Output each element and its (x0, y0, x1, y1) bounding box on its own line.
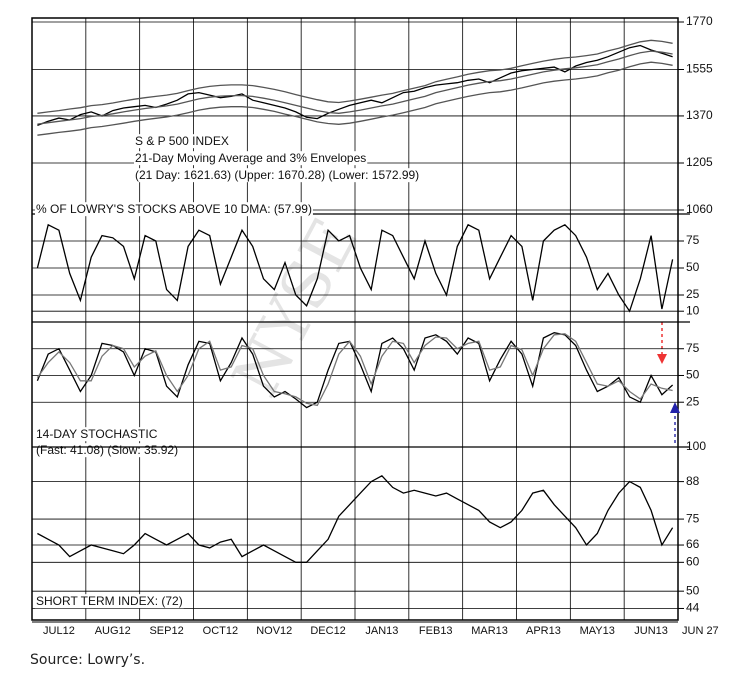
y-tick-label: 10 (686, 303, 700, 317)
x-tick-label: NOV12 (256, 625, 292, 637)
series-line (36, 332, 674, 409)
label-bg (35, 427, 159, 442)
y-tick-label: 50 (686, 368, 700, 382)
x-tick-label: JAN13 (365, 625, 398, 637)
y-tick-label: 1770 (686, 14, 713, 28)
x-tick-label: OCT12 (203, 625, 238, 637)
y-tick-label: 88 (686, 474, 700, 488)
y-tick-label: 100 (686, 439, 706, 453)
panel-title: S & P 500 INDEX (135, 134, 229, 148)
y-tick-label: 25 (686, 287, 700, 301)
series-line (37, 61, 673, 136)
y-tick-label: 1555 (686, 62, 713, 76)
panel-title: % OF LOWRY'S STOCKS ABOVE 10 DMA: (57.99… (36, 202, 312, 216)
y-tick-label: 50 (686, 583, 700, 597)
x-tick-label: MAY13 (580, 625, 615, 637)
panel-annotation: (21 Day: 1621.63) (Upper: 1670.28) (Lowe… (135, 168, 419, 182)
series-line (37, 474, 674, 563)
x-tick-label: DEC12 (310, 625, 345, 637)
series-line (37, 50, 673, 125)
x-tick-label: MAR13 (471, 625, 508, 637)
x-tick-label: AUG12 (95, 625, 131, 637)
y-tick-label: 50 (686, 260, 700, 274)
label-bg (134, 134, 230, 149)
series-line (36, 333, 673, 407)
arrow-head (657, 354, 667, 364)
arrow-head (670, 402, 680, 413)
y-tick-label: 44 (686, 601, 700, 615)
panel-title: 14-DAY STOCHASTIC (36, 427, 158, 441)
panel-title: SHORT TERM INDEX: (72) (36, 594, 183, 608)
y-tick-label: 60 (686, 555, 700, 569)
label-bg (35, 202, 313, 217)
y-tick-label: 75 (686, 233, 700, 247)
label-bg (35, 594, 184, 609)
y-tick-label: 66 (686, 537, 700, 551)
series-line (37, 44, 673, 127)
x-tick-label: SEP12 (149, 625, 183, 637)
x-tick-label: FEB13 (419, 625, 453, 637)
chart: NYSE JUL12 AUG12 SEP12 OCT12 NOV12 DEC12 JAN13… (31, 14, 719, 637)
x-end-label: JUN 27 (682, 625, 719, 637)
x-tick-label: JUN13 (634, 625, 668, 637)
y-tick-label: 75 (686, 511, 700, 525)
y-tick-label: 1370 (686, 108, 713, 122)
series-line (36, 223, 674, 313)
label-bg (134, 168, 421, 183)
panel-subtitle: (Fast: 41.08) (Slow: 35.92) (36, 443, 178, 457)
label-bg (134, 151, 368, 166)
panel-subtitle: 21-Day Moving Average and 3% Envelopes (135, 151, 366, 165)
series-line (37, 39, 673, 114)
y-tick-label: 1205 (686, 155, 713, 169)
x-tick-label: APR13 (526, 625, 561, 637)
source: Source: Lowry’s. (30, 652, 146, 668)
y-tick-label: 25 (686, 394, 700, 408)
y-tick-label: 75 (686, 341, 700, 355)
y-tick-label: 1060 (686, 202, 713, 216)
x-tick-label: JUL12 (43, 625, 75, 637)
